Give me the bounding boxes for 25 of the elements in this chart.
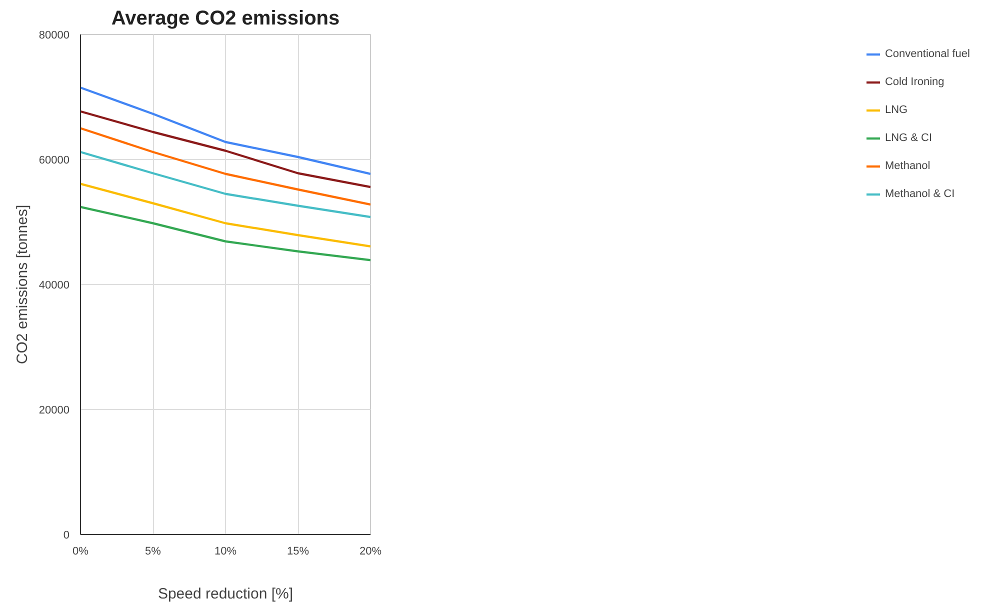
legend-label: LNG [884, 104, 908, 116]
y-axis-title: CO2 emissions [tonnes] [14, 204, 31, 364]
line-series [80, 86, 370, 175]
y-tick-label: 60000 [38, 154, 70, 166]
legend-label: Methanol [884, 160, 930, 172]
x-axis-title: Speed reduction [%] [158, 586, 294, 602]
x-tick-label: 20% [359, 546, 382, 558]
legend-label: Methanol & CI [884, 188, 955, 200]
y-tick-label: 20000 [38, 404, 70, 416]
y-tick-label: 0 [63, 530, 70, 542]
chart-title: Average CO2 emissions [111, 8, 340, 30]
line-series [80, 206, 370, 262]
legend-label: LNG & CI [884, 132, 932, 144]
x-tick-label: 0% [72, 546, 89, 558]
line-series [80, 150, 370, 218]
y-tick-label: 40000 [38, 280, 70, 292]
legend-label: Cold Ironing [884, 76, 944, 88]
line-series [80, 182, 370, 248]
x-tick-label: 10% [214, 546, 237, 558]
line-series [80, 127, 370, 206]
line-series [80, 110, 370, 188]
x-tick-label: 5% [145, 546, 162, 558]
x-tick-label: 15% [286, 546, 310, 558]
y-tick-label: 80000 [38, 30, 70, 42]
legend-label: Conventional fuel [884, 48, 970, 60]
